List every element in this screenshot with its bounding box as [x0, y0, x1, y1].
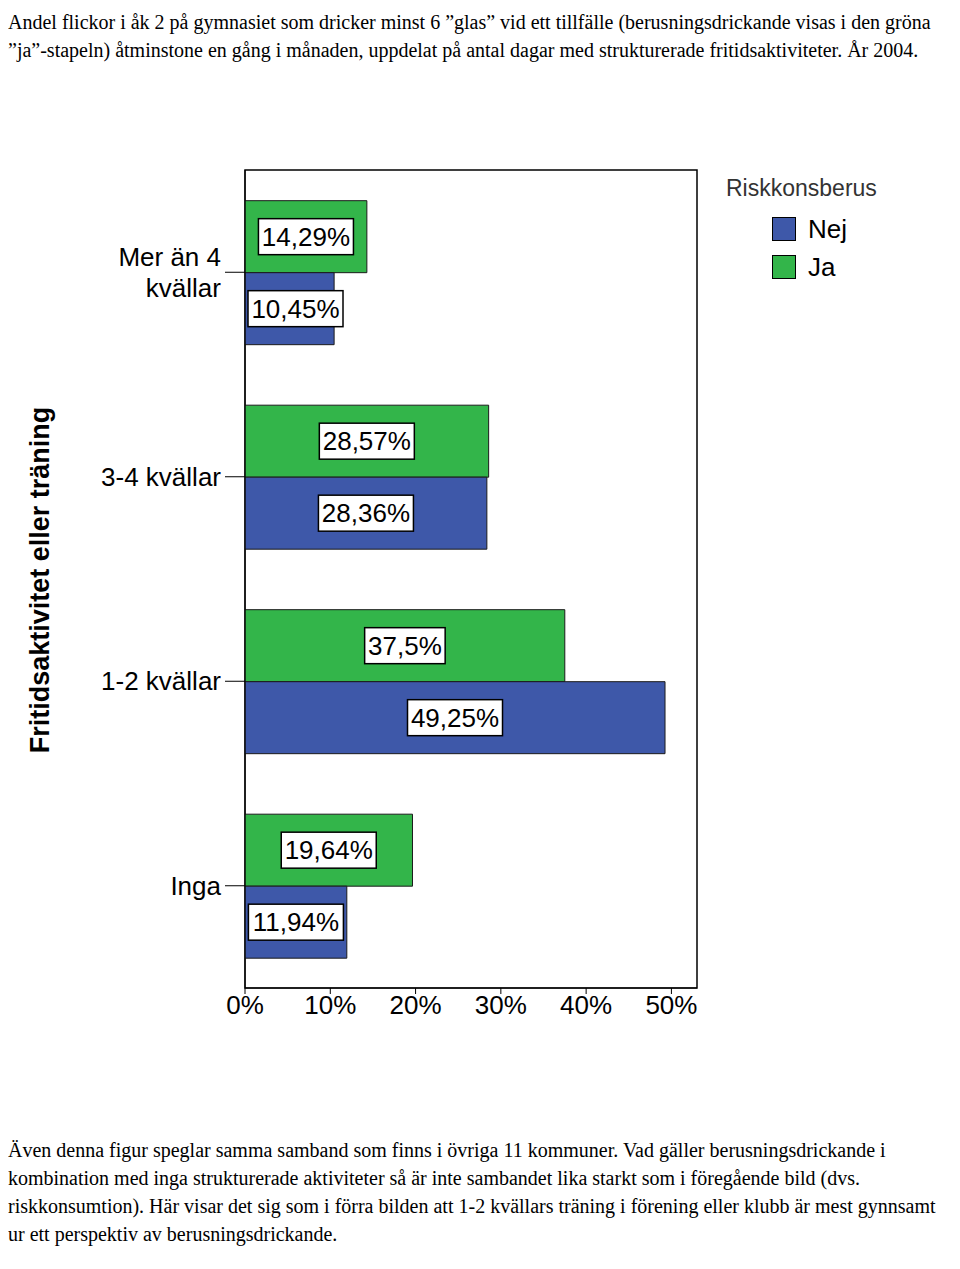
svg-text:14,29%: 14,29%	[262, 222, 350, 252]
svg-text:10%: 10%	[304, 990, 356, 1020]
svg-text:1-2 kvällar: 1-2 kvällar	[101, 666, 221, 696]
svg-text:28,36%: 28,36%	[322, 498, 410, 528]
html-text:Andel flickor i åk 2 på gymnas: Andel flickor i åk 2 på gymnasiet som dr…	[8, 11, 931, 61]
svg-text:20%: 20%	[390, 990, 442, 1020]
html-text:Nej: Nej	[808, 213, 847, 244]
html-text:Riskkonsberus: Riskkonsberus	[726, 175, 877, 201]
svg-text:Mer än 4kvällar: Mer än 4kvällar	[118, 242, 221, 303]
svg-text:10,45%: 10,45%	[251, 294, 339, 324]
svg-text:30%: 30%	[475, 990, 527, 1020]
svg-text:19,64%: 19,64%	[285, 835, 373, 865]
svg-text:11,94%: 11,94%	[253, 907, 339, 937]
svg-text:40%: 40%	[560, 990, 612, 1020]
html-text:Även denna figur speglar samma: Även denna figur speglar samma samband s…	[8, 1139, 936, 1245]
svg-text:50%: 50%	[645, 990, 697, 1020]
svg-text:28,57%: 28,57%	[323, 426, 411, 456]
html-text:Fritidsaktivitet eller träning: Fritidsaktivitet eller träning	[24, 406, 55, 754]
svg-text:Inga: Inga	[170, 871, 221, 901]
html-text:Ja: Ja	[808, 251, 836, 282]
svg-text:0%: 0%	[226, 990, 264, 1020]
svg-text:49,25%: 49,25%	[411, 703, 499, 733]
svg-text:37,5%: 37,5%	[368, 631, 442, 661]
svg-text:3-4 kvällar: 3-4 kvällar	[101, 462, 221, 492]
